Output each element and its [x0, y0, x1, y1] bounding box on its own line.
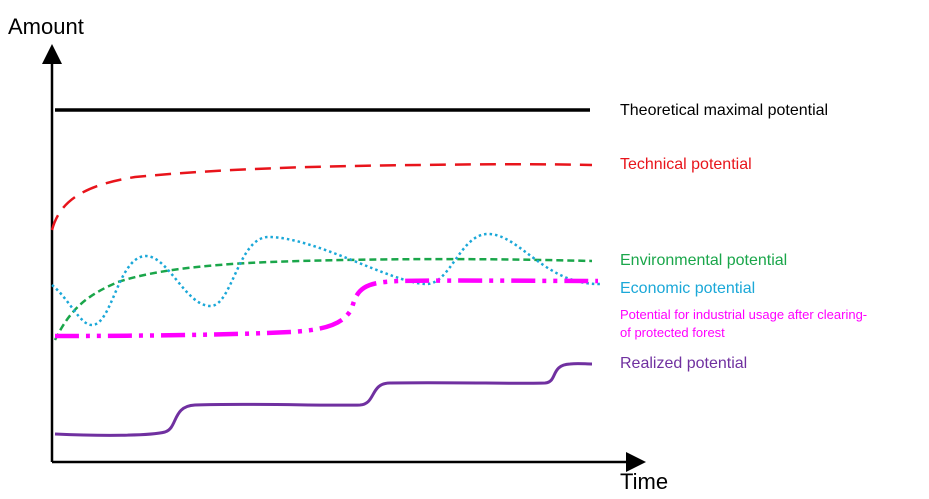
technical-potential-line	[50, 163, 593, 231]
economic-potential-line	[51, 232, 601, 327]
y-axis-label: Amount	[8, 14, 84, 39]
industrial-usage-potential-label: Potential for industrial usage after cle…	[620, 307, 871, 340]
industrial-usage-potential-line	[54, 278, 599, 339]
industrial-label-line-2: of protected forest	[620, 325, 725, 340]
technical-potential-label: Technical potential	[620, 156, 752, 173]
industrial-label-line-1: Potential for industrial usage after cle…	[620, 307, 867, 322]
x-axis-label: Time	[620, 469, 668, 494]
theoretical-potential-label: Theoretical maximal potential	[620, 102, 828, 119]
realized-potential-label: Realized potential	[620, 355, 747, 372]
environmental-potential-line	[53, 257, 593, 341]
realized-potential-line	[54, 362, 593, 437]
economic-potential-label: Economic potential	[620, 280, 755, 297]
environmental-potential-label: Environmental potential	[620, 252, 787, 269]
